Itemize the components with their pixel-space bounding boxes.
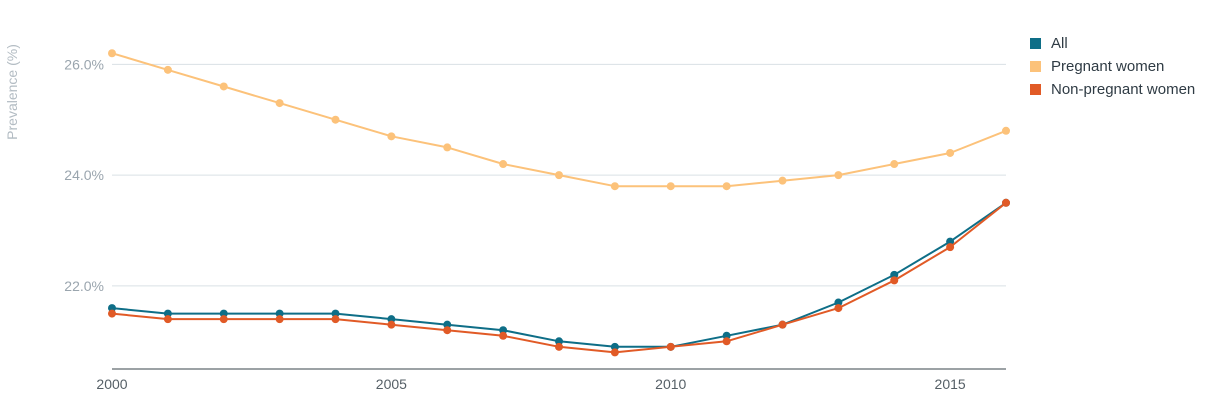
x-tick-labels: 2000 2005 2010 2015 bbox=[96, 376, 965, 392]
data-point[interactable] bbox=[499, 326, 508, 335]
y-tick-labels: 22.0% 24.0% 26.0% bbox=[64, 56, 104, 294]
data-point[interactable] bbox=[610, 348, 619, 357]
y-tick-label: 22.0% bbox=[64, 278, 104, 294]
data-point[interactable] bbox=[108, 49, 116, 58]
legend-item[interactable]: Pregnant women bbox=[1030, 55, 1195, 78]
data-point[interactable] bbox=[946, 243, 955, 252]
series-non-pregnant-women bbox=[108, 198, 1010, 357]
data-point[interactable] bbox=[722, 182, 731, 191]
series-line bbox=[111, 52, 1007, 188]
data-point[interactable] bbox=[610, 182, 619, 191]
data-point[interactable] bbox=[946, 237, 955, 246]
data-point[interactable] bbox=[163, 309, 172, 318]
series-all bbox=[108, 198, 1010, 351]
legend-item[interactable]: Non-pregnant women bbox=[1030, 78, 1195, 101]
legend-swatch bbox=[1030, 38, 1041, 49]
data-point[interactable] bbox=[108, 309, 116, 318]
y-tick-label: 26.0% bbox=[64, 56, 104, 72]
series-line bbox=[111, 202, 1007, 354]
legend-label: Pregnant women bbox=[1051, 58, 1165, 75]
line-chart: 22.0% 24.0% 26.0% 2000 2005 2010 2015 Prevale… bbox=[4, 44, 1010, 392]
data-point[interactable] bbox=[219, 309, 228, 318]
legend-swatch bbox=[1030, 84, 1041, 95]
data-point[interactable] bbox=[722, 331, 731, 340]
x-tick-label: 2000 bbox=[96, 376, 127, 392]
data-point[interactable] bbox=[163, 315, 172, 324]
data-point[interactable] bbox=[722, 337, 731, 346]
data-point[interactable] bbox=[387, 320, 396, 329]
data-point[interactable] bbox=[443, 320, 452, 329]
data-point[interactable] bbox=[108, 304, 116, 313]
x-tick-label: 2010 bbox=[655, 376, 686, 392]
legend-item[interactable]: All bbox=[1030, 32, 1195, 55]
data-point[interactable] bbox=[219, 82, 228, 91]
data-point[interactable] bbox=[555, 171, 563, 180]
data-point[interactable] bbox=[331, 315, 340, 324]
data-point[interactable] bbox=[163, 65, 172, 74]
data-point[interactable] bbox=[387, 132, 396, 141]
series-group bbox=[108, 49, 1010, 357]
data-point[interactable] bbox=[666, 342, 675, 351]
data-point[interactable] bbox=[499, 160, 508, 169]
data-point[interactable] bbox=[890, 160, 899, 169]
data-point[interactable] bbox=[666, 182, 675, 191]
data-point[interactable] bbox=[610, 342, 619, 351]
legend-label: All bbox=[1051, 35, 1068, 52]
data-point[interactable] bbox=[555, 337, 563, 346]
data-point[interactable] bbox=[1002, 198, 1010, 207]
data-point[interactable] bbox=[387, 315, 396, 324]
data-point[interactable] bbox=[275, 309, 284, 318]
series-pregnant-women bbox=[108, 49, 1010, 191]
data-point[interactable] bbox=[890, 276, 899, 285]
data-point[interactable] bbox=[890, 270, 899, 279]
legend-label: Non-pregnant women bbox=[1051, 81, 1196, 98]
data-point[interactable] bbox=[331, 115, 340, 124]
data-point[interactable] bbox=[1002, 126, 1010, 135]
data-point[interactable] bbox=[946, 148, 955, 157]
y-tick-label: 24.0% bbox=[64, 167, 104, 183]
data-point[interactable] bbox=[275, 315, 284, 324]
y-axis-title: Prevalence (%) bbox=[4, 44, 20, 140]
data-point[interactable] bbox=[275, 99, 284, 108]
data-point[interactable] bbox=[834, 304, 843, 313]
data-point[interactable] bbox=[778, 320, 787, 329]
data-point[interactable] bbox=[834, 298, 843, 307]
data-point[interactable] bbox=[331, 309, 340, 318]
data-point[interactable] bbox=[443, 143, 452, 152]
x-tick-label: 2005 bbox=[376, 376, 407, 392]
data-point[interactable] bbox=[834, 171, 843, 180]
data-point[interactable] bbox=[778, 176, 787, 185]
data-point[interactable] bbox=[219, 315, 228, 324]
legend: All Pregnant women Non-pregnant women bbox=[1030, 32, 1195, 101]
data-point[interactable] bbox=[499, 331, 508, 340]
data-point[interactable] bbox=[443, 326, 452, 335]
x-tick-label: 2015 bbox=[935, 376, 966, 392]
data-point[interactable] bbox=[555, 342, 563, 351]
legend-swatch bbox=[1030, 61, 1041, 72]
series-line bbox=[111, 201, 1007, 348]
